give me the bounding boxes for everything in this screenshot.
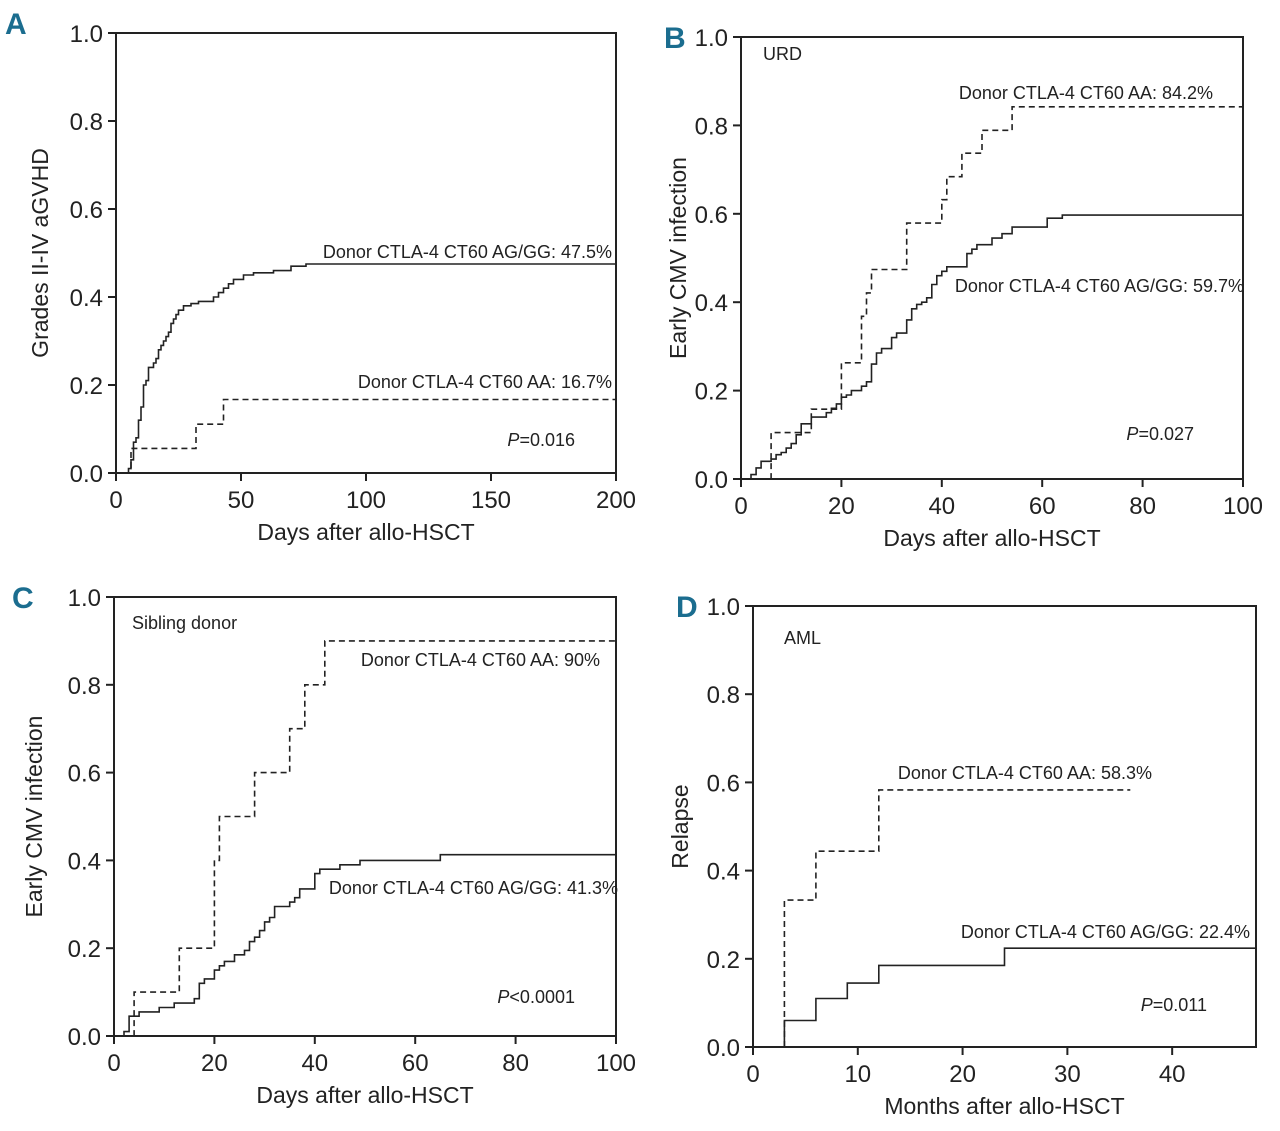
series-label: Donor CTLA-4 CT60 AG/GG: 41.3% bbox=[329, 878, 618, 898]
y-tick-label: 0.0 bbox=[68, 1024, 101, 1051]
x-tick-label: 0 bbox=[734, 493, 747, 520]
y-tick-label: 1.0 bbox=[68, 585, 101, 612]
y-tick-label: 0.4 bbox=[68, 848, 101, 875]
plot-frame bbox=[740, 36, 1244, 480]
x-axis-title: Days after allo-HSCT bbox=[257, 519, 474, 545]
y-tick-label: 1.0 bbox=[707, 594, 740, 621]
x-tick-label: 150 bbox=[471, 487, 511, 514]
y-tick-label: 0.4 bbox=[70, 285, 103, 312]
series-label: Donor CTLA-4 CT60 AG/GG: 59.7% bbox=[955, 276, 1244, 296]
group-label: URD bbox=[763, 44, 802, 64]
group-label: AML bbox=[784, 628, 821, 648]
panel-a: A 0.0 0.2 0.4 0.6 0.8 1.0 0 50 100 150 200 Days afte… bbox=[5, 8, 636, 545]
panel-letter: C bbox=[12, 582, 34, 615]
group-label: Sibling donor bbox=[132, 613, 237, 633]
x-tick-label: 0 bbox=[109, 487, 122, 514]
x-tick-label: 100 bbox=[596, 1050, 636, 1077]
y-tick-label: 0.0 bbox=[70, 461, 103, 488]
plot-frame bbox=[752, 605, 1257, 1048]
series-line-aa bbox=[114, 640, 616, 1037]
y-tick-label: 0.8 bbox=[68, 673, 101, 700]
p-value: P=0.016 bbox=[507, 430, 575, 450]
y-tick-label: 0.4 bbox=[707, 859, 740, 886]
y-axis-title: Relapse bbox=[667, 784, 693, 868]
panel-c: C 0.0 0.2 0.4 0.6 0.8 1.0 0 20 40 60 80 100 Days afte… bbox=[12, 582, 636, 1108]
x-tick-label: 40 bbox=[301, 1050, 328, 1077]
y-tick-label: 0.8 bbox=[707, 682, 740, 709]
y-tick-label: 0.6 bbox=[707, 770, 740, 797]
y-tick-label: 0.4 bbox=[695, 290, 728, 317]
series-line-ag-gg bbox=[783, 947, 1256, 1047]
x-tick-label: 60 bbox=[402, 1050, 429, 1077]
x-tick-label: 80 bbox=[502, 1050, 529, 1077]
y-tick-label: 0.2 bbox=[70, 373, 103, 400]
x-axis-title: Months after allo-HSCT bbox=[884, 1093, 1124, 1119]
plot-frame bbox=[113, 596, 617, 1037]
x-tick-label: 10 bbox=[844, 1061, 871, 1088]
x-tick-label: 0 bbox=[746, 1061, 759, 1088]
x-axis-title: Days after allo-HSCT bbox=[883, 525, 1100, 551]
panel-letter: D bbox=[676, 591, 698, 624]
y-tick-label: 0.6 bbox=[68, 761, 101, 788]
series-label: Donor CTLA-4 CT60 AA: 84.2% bbox=[959, 83, 1213, 103]
series-label: Donor CTLA-4 CT60 AA: 58.3% bbox=[898, 763, 1152, 783]
panel-letter: B bbox=[664, 22, 686, 55]
series-label: Donor CTLA-4 CT60 AA: 16.7% bbox=[358, 372, 612, 392]
x-tick-label: 20 bbox=[201, 1050, 228, 1077]
x-tick-label: 20 bbox=[828, 493, 855, 520]
x-tick-label: 100 bbox=[1223, 493, 1263, 520]
panel-d: D 0.0 0.2 0.4 0.6 0.8 1.0 0 10 20 30 40 Months after… bbox=[667, 591, 1257, 1119]
x-tick-label: 40 bbox=[1159, 1061, 1186, 1088]
y-tick-label: 0.6 bbox=[70, 197, 103, 224]
series-label: Donor CTLA-4 CT60 AA: 90% bbox=[361, 650, 600, 670]
x-tick-label: 50 bbox=[228, 487, 255, 514]
y-tick-label: 0.2 bbox=[68, 936, 101, 963]
x-tick-label: 200 bbox=[596, 487, 636, 514]
y-tick-label: 1.0 bbox=[70, 21, 103, 48]
panel-b: B 0.0 0.2 0.4 0.6 0.8 1.0 0 20 40 60 80 100 Days afte… bbox=[664, 22, 1263, 551]
x-tick-label: 30 bbox=[1054, 1061, 1081, 1088]
x-tick-label: 40 bbox=[928, 493, 955, 520]
x-axis-title: Days after allo-HSCT bbox=[256, 1082, 473, 1108]
y-tick-label: 0.8 bbox=[70, 109, 103, 136]
series-line-aa bbox=[783, 789, 1131, 1047]
series-label: Donor CTLA-4 CT60 AG/GG: 22.4% bbox=[961, 922, 1250, 942]
y-tick-label: 0.6 bbox=[695, 202, 728, 229]
series-label: Donor CTLA-4 CT60 AG/GG: 47.5% bbox=[323, 242, 612, 262]
x-tick-label: 100 bbox=[346, 487, 386, 514]
y-axis-title: Early CMV infection bbox=[665, 157, 691, 359]
y-tick-label: 0.8 bbox=[695, 113, 728, 140]
p-value: P=0.027 bbox=[1126, 424, 1194, 444]
series-line-aa bbox=[741, 106, 1243, 480]
series-line-ag-gg bbox=[741, 214, 1243, 480]
y-tick-label: 0.2 bbox=[707, 947, 740, 974]
series-line-ag-gg bbox=[116, 263, 616, 474]
y-tick-label: 1.0 bbox=[695, 25, 728, 52]
y-tick-label: 0.0 bbox=[707, 1035, 740, 1062]
y-tick-label: 0.0 bbox=[695, 467, 728, 494]
series-line-ag-gg bbox=[114, 853, 616, 1037]
x-tick-label: 0 bbox=[107, 1050, 120, 1077]
y-axis-title: Grades II-IV aGVHD bbox=[27, 148, 53, 358]
p-value: P=0.011 bbox=[1141, 995, 1207, 1015]
x-tick-label: 20 bbox=[949, 1061, 976, 1088]
x-tick-label: 60 bbox=[1029, 493, 1056, 520]
p-value: P<0.0001 bbox=[497, 987, 575, 1007]
panel-letter: A bbox=[5, 8, 27, 41]
x-tick-label: 80 bbox=[1129, 493, 1156, 520]
y-axis-title: Early CMV infection bbox=[21, 716, 47, 918]
y-tick-label: 0.2 bbox=[695, 379, 728, 406]
